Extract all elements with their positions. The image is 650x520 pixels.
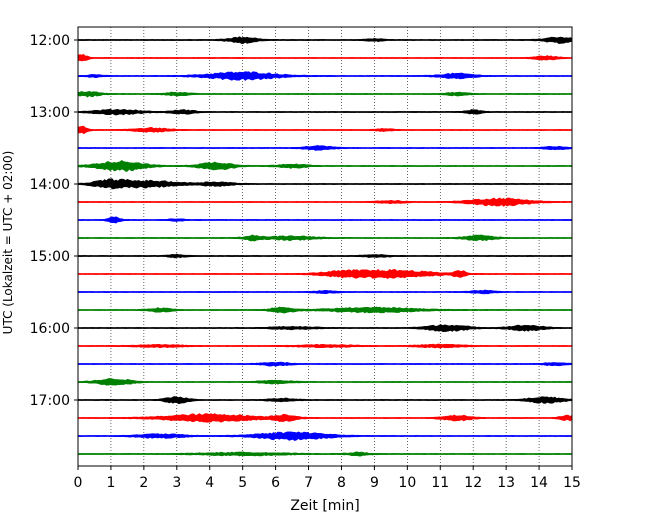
x-tick-label: 10 xyxy=(398,475,416,491)
x-tick-label: 4 xyxy=(205,475,214,491)
x-tick-label: 15 xyxy=(563,475,581,491)
x-tick-label: 14 xyxy=(530,475,548,491)
x-tick-label: 6 xyxy=(271,475,280,491)
y-tick-label: 12:00 xyxy=(30,33,70,49)
x-tick-label: 11 xyxy=(431,475,449,491)
x-tick-label: 3 xyxy=(172,475,181,491)
x-tick-label: 9 xyxy=(370,475,379,491)
x-tick-label: 2 xyxy=(139,475,148,491)
x-axis-ticks: 0 1 2 3 4 5 6 7 8 9 10 11 12 13 14 15 xyxy=(74,466,581,491)
grid-lines xyxy=(110,27,540,466)
x-tick-label: 8 xyxy=(337,475,346,491)
y-tick-label: 17:00 xyxy=(30,393,70,409)
y-axis-label: UTC (Lokalzeit = UTC + 02:00) xyxy=(1,151,15,335)
y-tick-label: 13:00 xyxy=(30,105,70,121)
x-tick-label: 0 xyxy=(74,475,83,491)
x-tick-label: 7 xyxy=(304,475,313,491)
x-tick-label: 1 xyxy=(106,475,115,491)
y-tick-label: 14:00 xyxy=(30,177,70,193)
x-tick-label: 5 xyxy=(238,475,247,491)
y-tick-label: 16:00 xyxy=(30,321,70,337)
x-tick-label: 12 xyxy=(464,475,482,491)
plot-frame xyxy=(77,26,573,467)
x-tick-label: 13 xyxy=(497,475,515,491)
y-tick-label: 15:00 xyxy=(30,249,70,265)
x-axis-label: Zeit [min] xyxy=(290,498,359,514)
y-axis-ticks: 12:00 13:00 14:00 15:00 16:00 17:00 xyxy=(30,33,78,409)
seismic-traces xyxy=(77,36,573,457)
